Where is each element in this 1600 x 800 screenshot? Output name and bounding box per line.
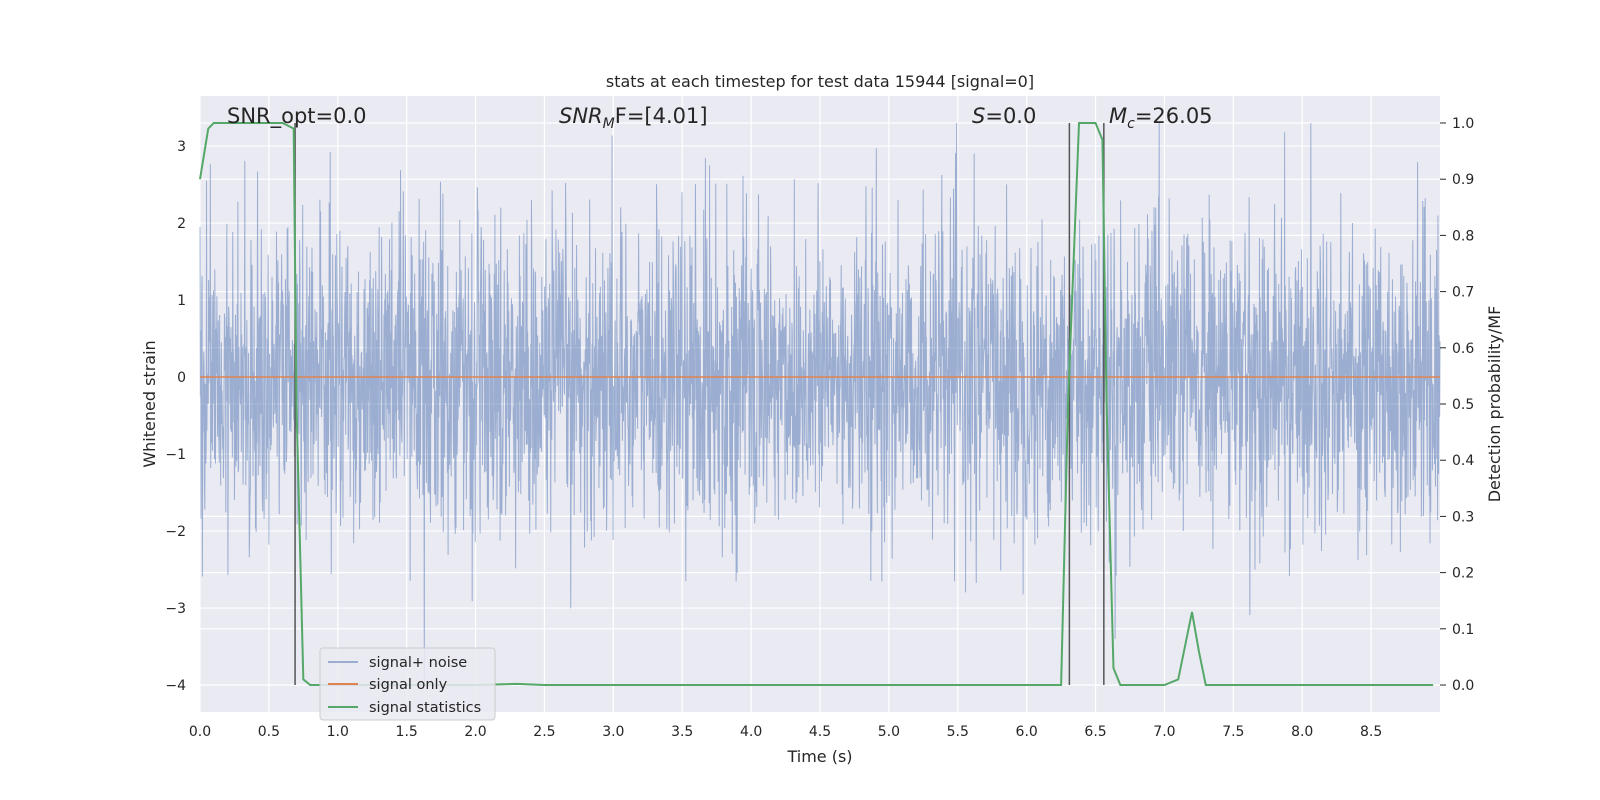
y2-tick-label: 0.0: [1452, 678, 1474, 694]
x-tick-label: 5.0: [878, 724, 900, 740]
y2-tick-label: 0.2: [1452, 566, 1474, 582]
y-tick-label: 2: [177, 216, 186, 232]
annotation-mc: Mc=26.05: [1109, 104, 1213, 132]
x-tick-label: 5.5: [947, 724, 969, 740]
x-tick-label: 7.0: [1153, 724, 1175, 740]
signal-noise-line: [199, 122, 1441, 686]
legend-label-signal-noise: signal+ noise: [369, 655, 467, 671]
annotation-snr-mf-rest: F=[4.01]: [615, 104, 708, 128]
y2-tick-label: 0.9: [1452, 172, 1474, 188]
legend-box: [319, 647, 496, 721]
x-tick-label: 6.0: [1016, 724, 1038, 740]
annotation-s-main: S: [972, 104, 985, 128]
legend-label-signal-only: signal only: [369, 677, 448, 693]
annotation-snr-opt: SNR_opt=0.0: [227, 104, 367, 129]
x-tick-label: 3.0: [602, 724, 624, 740]
x-tick-label: 1.0: [327, 724, 349, 740]
y-axis-label: Whitened strain: [140, 340, 159, 467]
y2-tick-label: 0.5: [1452, 397, 1474, 413]
x-tick-label: 0.5: [258, 724, 280, 740]
chart-title: stats at each timestep for test data 159…: [606, 72, 1034, 91]
legend-label-signal-statistics: signal statistics: [369, 700, 481, 716]
y-tick-label: −4: [165, 678, 186, 694]
x-tick-label: 6.5: [1084, 724, 1106, 740]
ticks: 0.0 0.5 1.0 1.5 2.0 2.5 3.0 3.5 4.0 4.5 5.0 5.5 6.0 6…: [165, 116, 1474, 740]
annotation-mc-rest: =26.05: [1135, 104, 1213, 128]
annotation-snr-mf-main: SNR: [559, 104, 603, 128]
x-tick-label: 4.5: [809, 724, 831, 740]
x-tick-label: 2.5: [533, 724, 555, 740]
y2-axis-label: Detection probability/MF: [1485, 306, 1504, 503]
annotation-snr-mf: SNRMF=[4.01]: [559, 104, 708, 132]
y2-tick-label: 0.6: [1452, 341, 1474, 357]
x-tick-label: 1.5: [396, 724, 418, 740]
y-tick-label: −3: [165, 601, 186, 617]
y-tick-label: −2: [165, 524, 186, 540]
noise-series: [199, 122, 1441, 686]
y2-tick-label: 0.1: [1452, 622, 1474, 638]
x-tick-label: 0.0: [189, 724, 211, 740]
x-tick-label: 2.0: [464, 724, 486, 740]
signal-statistics-line: [199, 121, 1434, 687]
signal-statistics-series: [199, 121, 1434, 687]
y-tick-label: 1: [177, 293, 186, 309]
y2-tick-label: 0.8: [1452, 228, 1474, 244]
y-tick-label: −1: [165, 447, 186, 463]
x-tick-label: 4.0: [740, 724, 762, 740]
y2-tick-label: 0.4: [1452, 453, 1474, 469]
y-tick-label: 0: [177, 370, 186, 386]
y-tick-label: 3: [177, 139, 186, 155]
annotation-s: S=0.0: [972, 104, 1036, 128]
x-tick-label: 3.5: [671, 724, 693, 740]
annotation-snr-mf-sub: M: [603, 116, 615, 132]
x-tick-label: 8.0: [1291, 724, 1313, 740]
y2-tick-label: 0.3: [1452, 509, 1474, 525]
x-tick-label: 8.5: [1360, 724, 1382, 740]
annotation-s-rest: =0.0: [985, 104, 1036, 128]
annotation-mc-main: M: [1109, 104, 1127, 128]
x-tick-label: 7.5: [1222, 724, 1244, 740]
y2-tick-label: 0.7: [1452, 285, 1474, 301]
legend: signal+ noise signal only signal statist…: [319, 647, 496, 721]
y2-tick-label: 1.0: [1452, 116, 1474, 132]
x-axis-label: Time (s): [786, 747, 852, 766]
annotation-mc-sub: c: [1127, 116, 1135, 132]
